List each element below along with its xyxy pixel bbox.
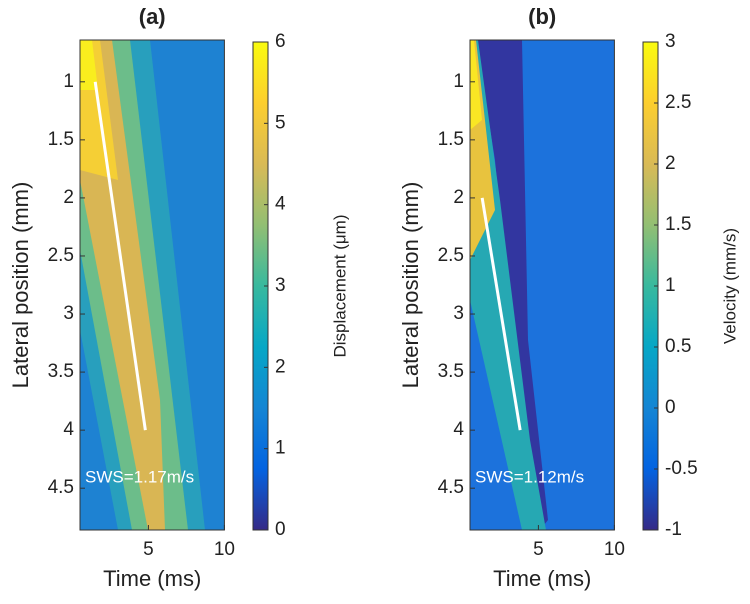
plot-frame	[79, 39, 225, 531]
chart-title: (a)	[139, 4, 166, 29]
y-tick-label: 4.5	[48, 477, 74, 498]
y-tick-label: 3	[453, 303, 464, 324]
colorbar-tick-label: 0	[665, 397, 676, 418]
colorbar-label: Displacement (μm)	[330, 215, 349, 358]
y-tick-label: 3.5	[48, 361, 74, 382]
plot-frame	[469, 39, 615, 531]
annotation: SWS=1.12m/s	[475, 467, 584, 486]
colorbar-tick-label: 5	[275, 112, 286, 133]
y-tick-label: 1	[63, 71, 74, 92]
x-tick-label: 5	[533, 539, 544, 560]
colorbar-tick-label: 2.5	[665, 92, 691, 113]
y-tick-label: 4	[63, 419, 74, 440]
sws-line	[93, 81, 147, 431]
y-tick-label: 2	[453, 187, 464, 208]
y-tick-label: 3	[63, 303, 74, 324]
colorbar-tick-label: 0	[275, 519, 286, 540]
colorbar-tick-label: 1.5	[665, 214, 691, 235]
y-tick-label: 2.5	[438, 245, 464, 266]
annotation: SWS=1.17m/s	[85, 467, 194, 486]
y-tick-label: 3.5	[438, 361, 464, 382]
heatmap-texture	[470, 40, 615, 530]
y-axis-label: Lateral position (mm)	[8, 182, 33, 389]
colorbar-tick-label: 0.5	[665, 336, 691, 357]
x-tick-label: 10	[214, 539, 235, 560]
x-tick-label: 5	[143, 539, 154, 560]
colorbar-label: Velocity (mm/s)	[720, 228, 739, 344]
y-tick-label: 4	[453, 419, 464, 440]
sws-line	[480, 197, 522, 431]
colorbar-tick-label: 1	[665, 275, 676, 296]
colorbar-tick-label: 2	[275, 356, 286, 377]
heatmap-texture	[80, 40, 225, 530]
colorbar-tick-label: 3	[665, 31, 676, 52]
colorbar-tick-label: 6	[275, 31, 286, 52]
colorbar-tick-label: 2	[665, 153, 676, 174]
y-axis-label: Lateral position (mm)	[398, 182, 423, 389]
colorbar-tick-label: -1	[665, 519, 682, 540]
y-tick-label: 1	[453, 71, 464, 92]
colorbar-tick-label: 3	[275, 275, 286, 296]
y-tick-label: 4.5	[438, 477, 464, 498]
chart-title: (b)	[528, 4, 556, 29]
colorbar-tick-label: 4	[275, 194, 286, 215]
colorbar-tick-label: -0.5	[665, 458, 698, 479]
y-tick-label: 1.5	[48, 129, 74, 150]
y-tick-label: 2.5	[48, 245, 74, 266]
x-axis-label: Time (ms)	[103, 566, 201, 591]
colorbar-tick-label: 1	[275, 438, 286, 459]
colorbar	[253, 42, 268, 530]
x-axis-label: Time (ms)	[493, 566, 591, 591]
y-tick-label: 1.5	[438, 129, 464, 150]
y-tick-label: 2	[63, 187, 74, 208]
x-tick-label: 10	[604, 539, 625, 560]
